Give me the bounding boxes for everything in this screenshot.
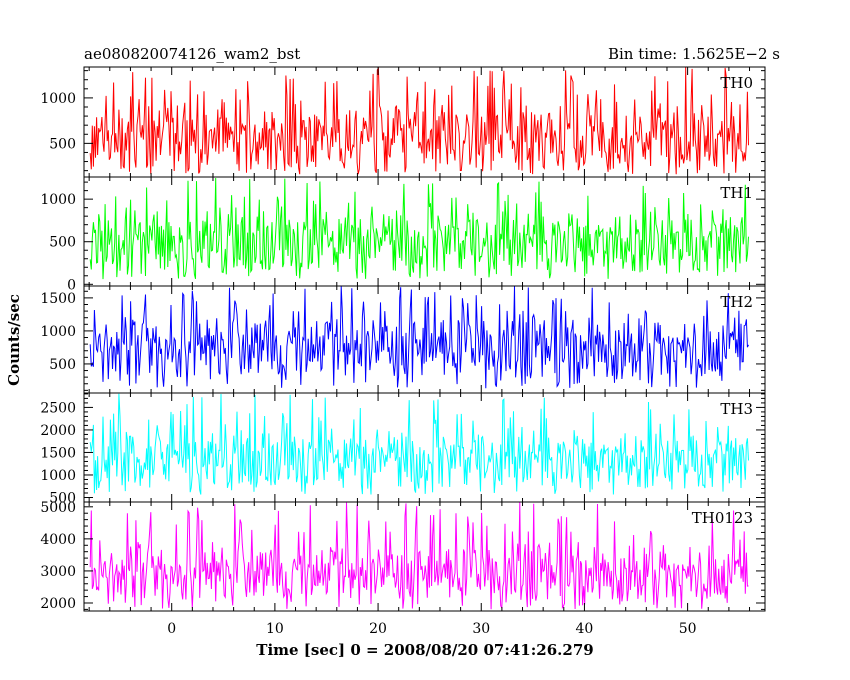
y-tick-label: 1000 bbox=[40, 91, 76, 107]
panel-th2: 500 1000 1500 TH2 bbox=[40, 285, 766, 394]
y-tick-label: 3000 bbox=[40, 564, 76, 580]
y-tick-label: 500 bbox=[49, 357, 76, 373]
y-tick-label: 500 bbox=[49, 235, 76, 251]
y-tick-label: 500 bbox=[49, 136, 76, 152]
series-th2 bbox=[89, 286, 749, 389]
chart-title: ae080820074126_wam2_bst bbox=[84, 45, 300, 63]
x-axis-label: Time [sec] 0 = 2008/08/20 07:41:26.279 bbox=[256, 641, 593, 659]
y-tick-label: 500 bbox=[49, 490, 76, 506]
series-th3 bbox=[89, 393, 749, 495]
y-tick-label: 1000 bbox=[40, 324, 76, 340]
y-tick-label: 4000 bbox=[40, 532, 76, 548]
x-tick-label: 10 bbox=[266, 621, 284, 637]
y-tick-label: 2500 bbox=[40, 400, 76, 416]
y-tick-label: 2000 bbox=[40, 596, 76, 612]
y-tick-label: 2000 bbox=[40, 423, 76, 439]
panel-th0: 500 1000 TH0 bbox=[40, 66, 766, 178]
y-tick-label: 0 bbox=[67, 277, 76, 293]
y-tick-label: 5000 bbox=[40, 500, 76, 516]
x-tick-label: 20 bbox=[369, 621, 387, 637]
x-tick-label: 30 bbox=[472, 621, 490, 637]
panel-th0123: 2000 3000 4000 5000 TH0123 bbox=[40, 500, 766, 612]
panel-label-th1: TH1 bbox=[720, 184, 753, 202]
panel-th1: 0 500 1000 TH1 bbox=[40, 176, 766, 293]
panel-label-th3: TH3 bbox=[720, 400, 753, 418]
panel-label-th2: TH2 bbox=[720, 293, 753, 311]
x-tick-label: 40 bbox=[576, 621, 594, 637]
panel-label-th0123: TH0123 bbox=[692, 509, 753, 527]
panel-frame bbox=[83, 501, 766, 612]
bin-time-label: Bin time: 1.5625E−2 s bbox=[608, 45, 780, 63]
y-tick-label: 1000 bbox=[40, 468, 76, 484]
y-tick-label: 1500 bbox=[40, 445, 76, 461]
panel-th3: 500 1000 1500 2000 2500 TH3 bbox=[40, 392, 766, 506]
panel-label-th0: TH0 bbox=[720, 74, 753, 92]
series-th0 bbox=[89, 67, 749, 175]
y-axis-label: Counts/sec bbox=[5, 294, 23, 386]
y-tick-label: 1000 bbox=[40, 192, 76, 208]
series-th1 bbox=[89, 177, 749, 280]
series-th0123 bbox=[89, 502, 749, 610]
x-tick-label: 0 bbox=[167, 621, 176, 637]
x-tick-label: 50 bbox=[679, 621, 697, 637]
y-tick-label: 1500 bbox=[40, 291, 76, 307]
